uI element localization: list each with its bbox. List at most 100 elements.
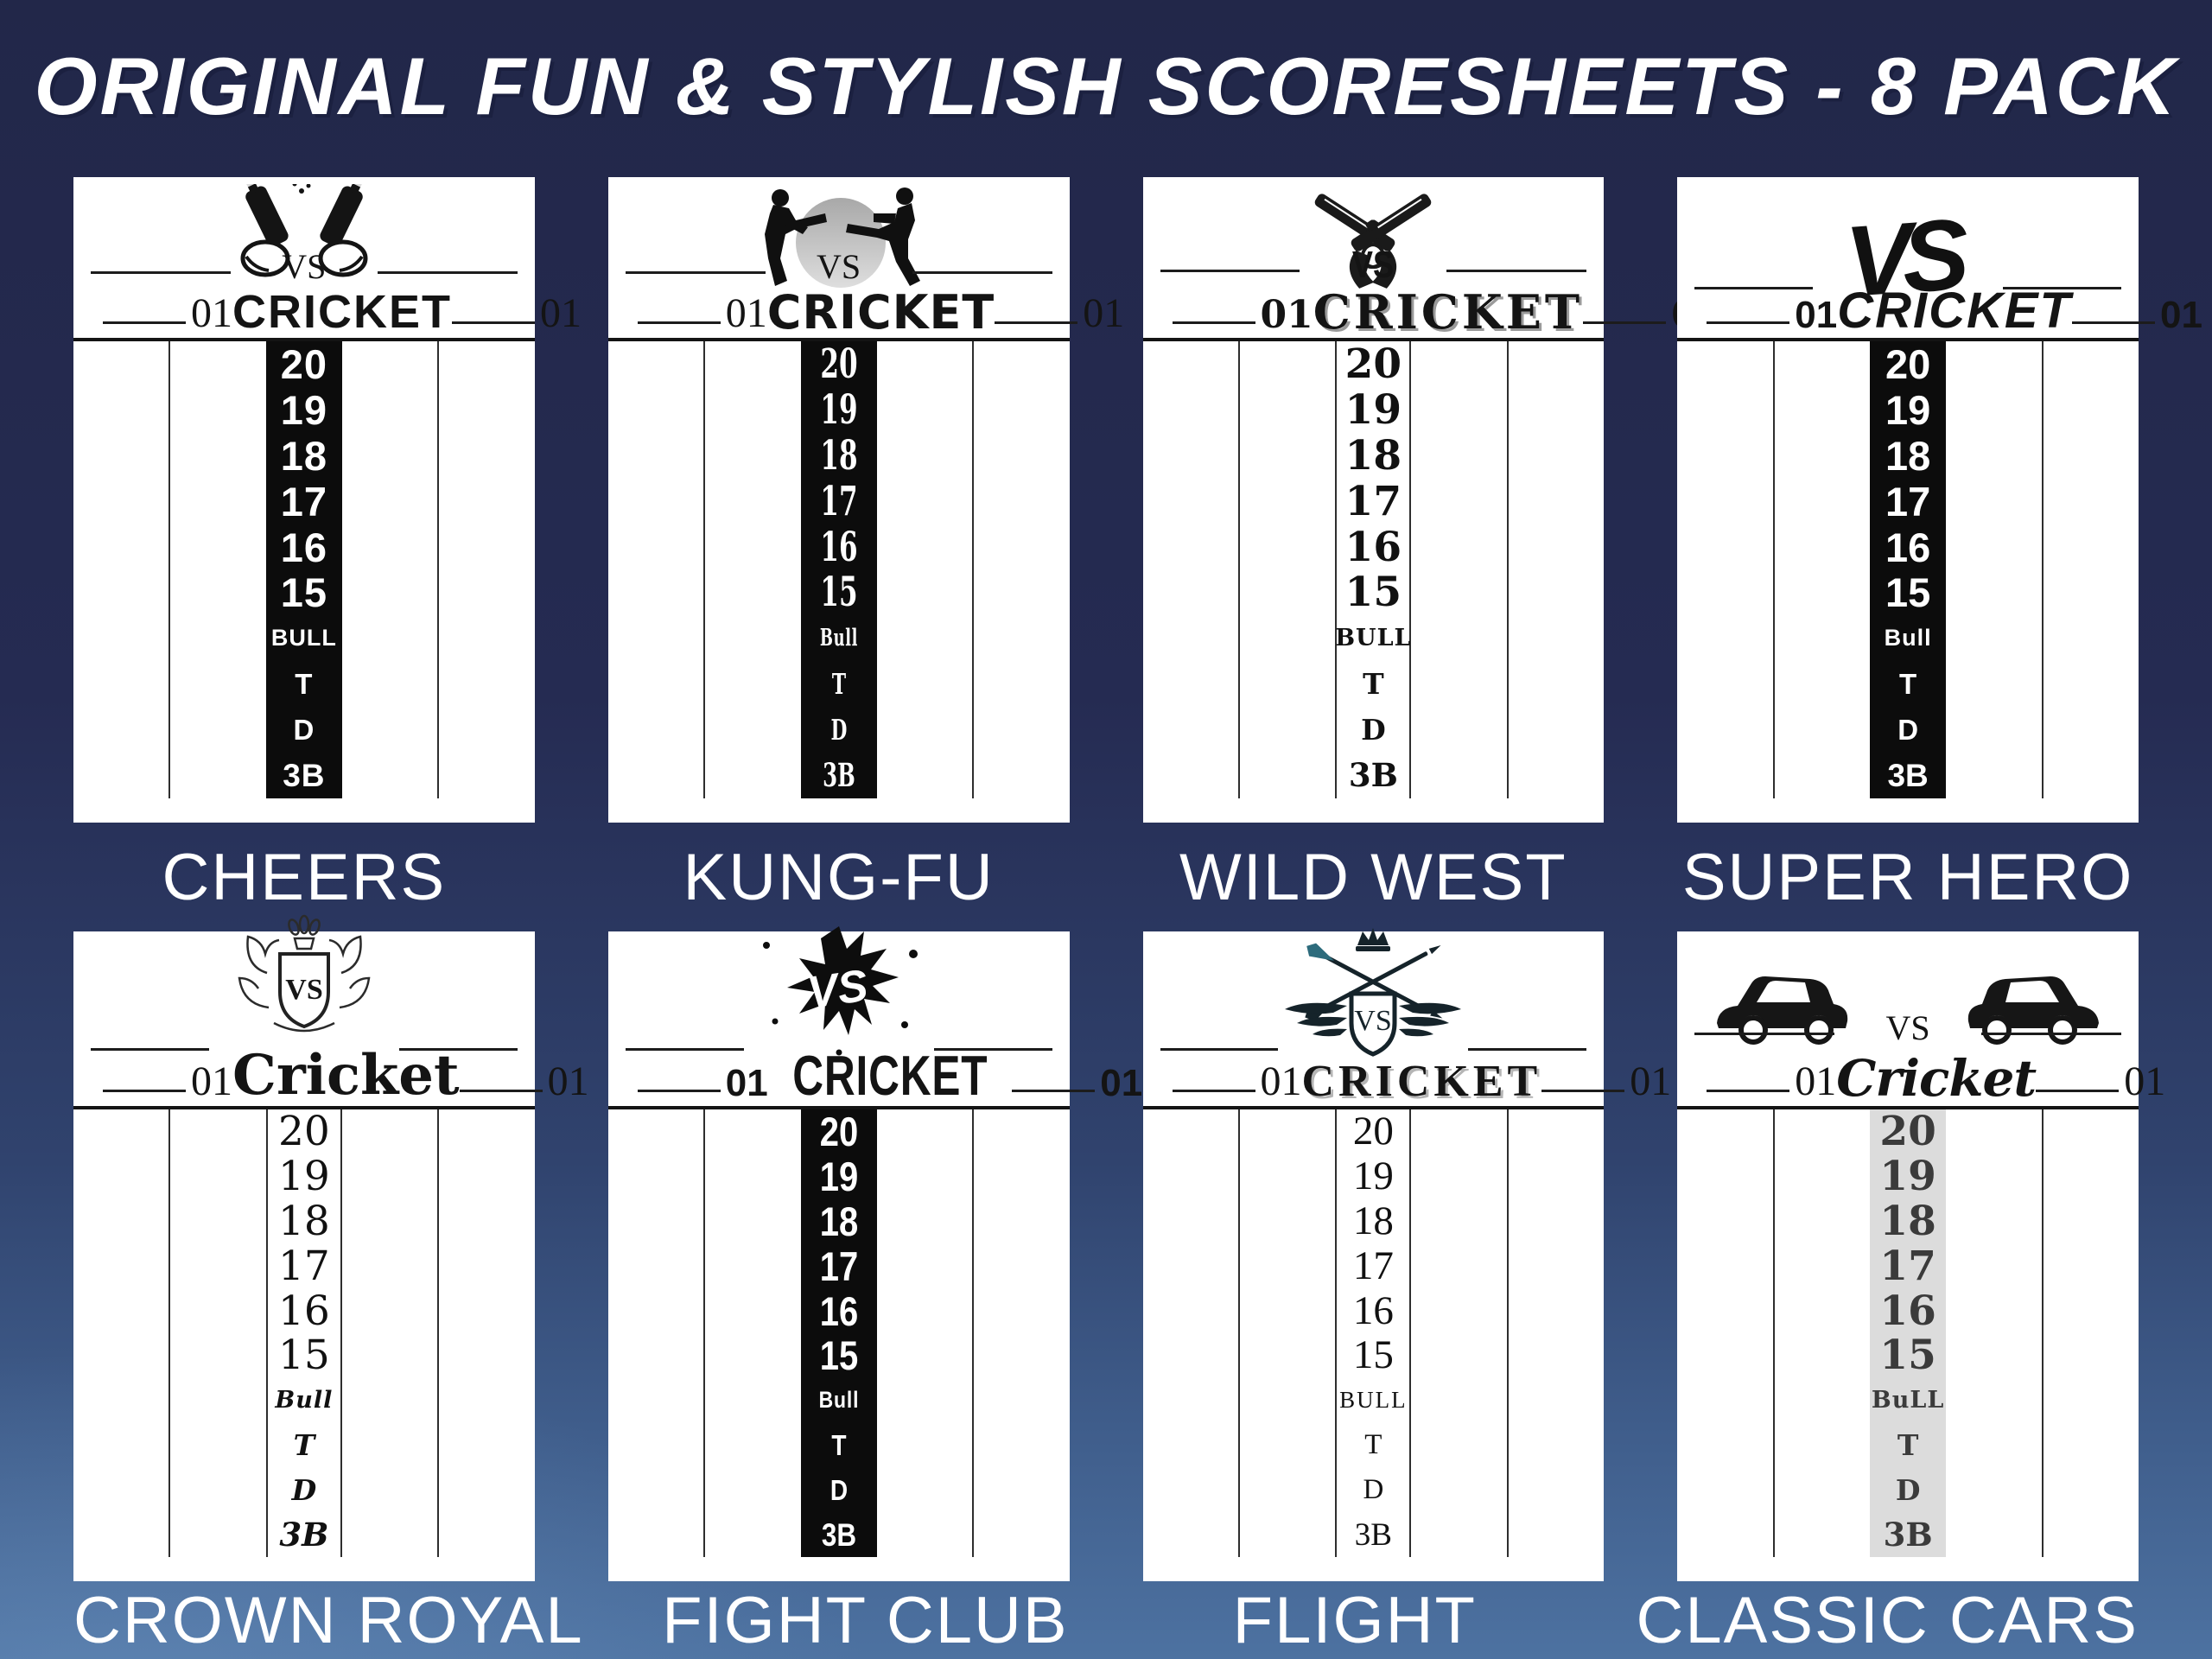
scoresheet-card-cheers: VS 01 CRICKET 01 20 19 18 17 16 15 BULL T D 3B xyxy=(73,177,582,823)
player4-column xyxy=(1509,341,1604,798)
score-header-row: 01 CRICKET 01 xyxy=(1172,289,1724,335)
score-01-right: 01 xyxy=(547,1058,589,1104)
score-01-left: 01 xyxy=(725,1062,768,1104)
player4-column xyxy=(974,341,1069,798)
player2-column xyxy=(1775,1109,1870,1557)
target-number-column: 20 19 18 17 16 15 BULL T D 3B xyxy=(1335,1109,1412,1557)
score-row-20: 20 xyxy=(1879,1108,1936,1156)
scoresheet-card-fightclub: VS 01 CRICKET 01 xyxy=(607,926,1142,1581)
score-header-row: 01 CRICKET 01 xyxy=(637,1048,1142,1104)
score-row-bull: Bull xyxy=(818,1387,859,1414)
score-row-d: D xyxy=(1897,714,1919,747)
player-name-lines xyxy=(1160,1048,1587,1051)
cards-row-top: VS 01 CRICKET 01 20 19 18 17 16 15 BULL T D 3B xyxy=(73,177,2202,823)
player1-column xyxy=(73,1109,171,1557)
player3-column xyxy=(342,1109,440,1557)
score-columns: 20 19 18 17 16 15 Bull T D 3B xyxy=(608,341,1070,798)
winged-darts-crest-icon: VS xyxy=(1143,925,1605,1061)
player1-column xyxy=(608,1109,706,1557)
player-name-lines xyxy=(1694,287,2121,289)
score-row-17: 17 xyxy=(280,478,328,524)
card-label-classiccars: CLASSIC CARS xyxy=(1636,1583,2139,1657)
score-grid: 20 19 18 17 16 15 Bull T D 3B xyxy=(607,338,1070,823)
score-01-left: 01 xyxy=(1795,1058,1837,1104)
vs-comic-logo-icon: VS xyxy=(1677,177,2139,318)
player-name-lines: VS xyxy=(1694,1011,2121,1051)
score-row-16: 16 xyxy=(277,1287,330,1335)
score-row-3b: 3B xyxy=(283,758,326,794)
score-row-20: 20 xyxy=(1352,1109,1394,1154)
player1-column xyxy=(1143,1109,1240,1557)
score-row-15: 15 xyxy=(1352,1332,1394,1378)
target-number-column: 20 19 18 17 16 15 BULL T D 3B xyxy=(1335,340,1412,798)
labels-row-top: CHEERS KUNG-FU WILD WEST SUPER HERO xyxy=(73,823,2139,931)
score-row-d: D xyxy=(291,1472,317,1507)
scoresheet-card-superhero: VS 01 CRICKET 01 xyxy=(1677,177,2202,823)
score-row-bull: BULL xyxy=(270,625,337,652)
card-label-flight: FLIGHT xyxy=(1232,1583,1477,1657)
score-columns: 20 19 18 17 16 15 BULL T D 3B xyxy=(1143,341,1605,798)
score-row-16: 16 xyxy=(1885,524,1931,570)
score-line-left xyxy=(1707,321,1790,324)
player4-column xyxy=(974,1109,1069,1557)
score-row-16: 16 xyxy=(820,523,858,571)
card-label-cheers: CHEERS xyxy=(162,840,447,914)
score-row-17: 17 xyxy=(1885,478,1931,524)
cricket-title: CRICKET xyxy=(1301,1056,1542,1106)
score-row-18: 18 xyxy=(1885,432,1931,479)
score-row-15: 15 xyxy=(819,1332,858,1379)
score-row-d: D xyxy=(1895,1472,1921,1507)
score-row-17: 17 xyxy=(1879,1242,1936,1290)
player2-column xyxy=(1240,341,1335,798)
score-row-bull: Bull xyxy=(275,1387,334,1414)
player1-column xyxy=(1677,1109,1775,1557)
cricket-title: Cricket xyxy=(232,1043,460,1109)
score-columns: 20 19 18 17 16 15 Bull T D 3B xyxy=(608,1109,1070,1557)
score-01-left: 01 xyxy=(725,290,767,336)
score-01-right: 01 xyxy=(2159,294,2202,336)
score-row-19: 19 xyxy=(819,1154,858,1200)
score-line-right xyxy=(1012,1090,1096,1092)
name-line-left xyxy=(625,270,766,274)
card-label-crownroyal: CROWN ROYAL xyxy=(73,1583,584,1657)
score-row-bull: BuLL xyxy=(1871,1387,1945,1414)
player3-column xyxy=(1411,1109,1509,1557)
card-label-superhero: SUPER HERO xyxy=(1681,840,2134,914)
score-header-row: 01 Cricket 01 xyxy=(1707,1053,2165,1104)
score-row-15: 15 xyxy=(1885,569,1931,616)
score-line-right xyxy=(2036,1090,2120,1092)
score-line-right xyxy=(459,1090,543,1092)
score-line-left xyxy=(637,1090,721,1092)
player-name-lines: VS xyxy=(91,250,518,289)
score-row-18: 18 xyxy=(1352,1198,1394,1243)
score-row-16: 16 xyxy=(1879,1287,1936,1335)
name-line-right xyxy=(1446,269,1587,272)
name-line-left xyxy=(625,1048,744,1051)
score-row-t: T xyxy=(1364,1428,1382,1460)
score-01-left: 01 xyxy=(1795,294,1838,336)
card-header: VS 01 CRICKET 01 xyxy=(608,926,1142,1106)
player4-column xyxy=(2044,341,2139,798)
score-row-17: 17 xyxy=(1344,477,1402,525)
player-name-lines xyxy=(625,1048,1052,1051)
cricket-title: CRICKET xyxy=(232,285,452,338)
score-line-left xyxy=(637,321,721,324)
player-name-lines: VS xyxy=(625,250,1052,289)
player2-column xyxy=(1240,1109,1335,1557)
target-number-column: 20 19 18 17 16 15 Bull T D 3B xyxy=(800,1109,877,1557)
name-line-right xyxy=(1468,1048,1587,1051)
score-row-16: 16 xyxy=(1352,1287,1394,1333)
score-row-20: 20 xyxy=(1344,340,1402,388)
player2-column xyxy=(170,1109,265,1557)
player2-column xyxy=(170,341,265,798)
score-header-row: 01 CRICKET 01 xyxy=(1172,1056,1671,1106)
vs-text: VS xyxy=(817,247,861,286)
name-line-right xyxy=(377,270,518,274)
score-01-right: 01 xyxy=(2124,1058,2166,1104)
score-row-19: 19 xyxy=(277,1153,330,1201)
score-grid: 20 19 18 17 16 15 Bull T D 3B xyxy=(73,1106,535,1581)
score-row-t: T xyxy=(831,667,846,702)
score-row-15: 15 xyxy=(277,1332,330,1380)
player3-column xyxy=(877,1109,975,1557)
score-row-t: T xyxy=(293,1427,315,1462)
